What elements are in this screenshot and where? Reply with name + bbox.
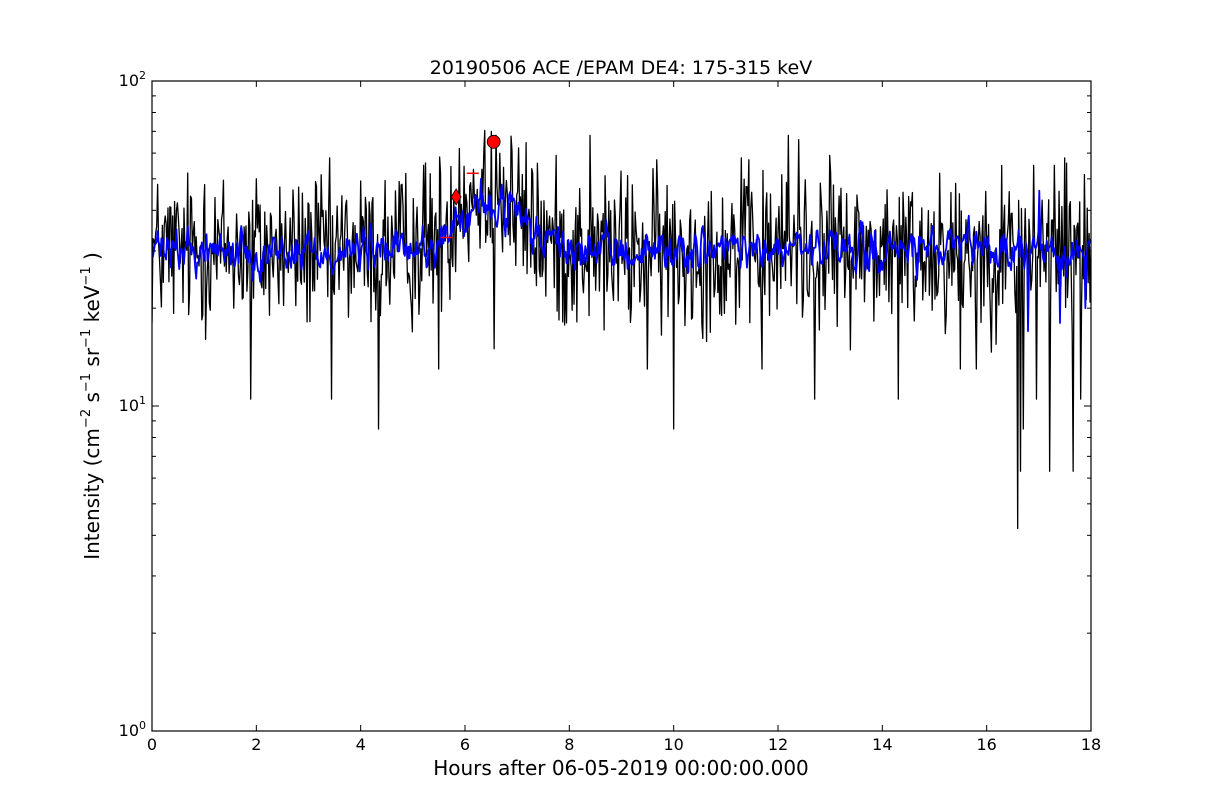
x-tick-label: 10 [663, 735, 683, 754]
y-tick-label: 100 [119, 719, 146, 740]
x-tick-label: 2 [251, 735, 261, 754]
y-tick-label: 101 [119, 394, 146, 415]
x-tick-label: 14 [872, 735, 892, 754]
y-tick-label: 102 [119, 69, 146, 90]
series-layer [152, 129, 1091, 530]
peak-circle-marker [486, 134, 501, 149]
onset-diamond-marker [450, 188, 462, 206]
x-tick-label: 16 [976, 735, 996, 754]
x-tick-label: 18 [1081, 735, 1101, 754]
x-axis-ticks: 0 2 4 6 8 10 12 14 16 18 [147, 81, 1101, 754]
y-axis-label: Intensity (cm−2 s−1 sr−1 keV−1 ) [79, 252, 104, 560]
y-axis-ticks: 100 101 102 [119, 69, 1091, 740]
plot-area [151, 80, 1092, 732]
marker-layer [440, 134, 501, 239]
chart-title: 20190506 ACE /EPAM DE4: 175-315 keV [430, 57, 812, 79]
x-tick-label: 6 [460, 735, 470, 754]
x-tick-label: 8 [564, 735, 574, 754]
x-tick-label: 0 [147, 735, 157, 754]
x-axis-label: Hours after 06-05-2019 00:00:00.000 [433, 756, 809, 780]
series-line-raw [152, 129, 1091, 530]
x-tick-label: 4 [356, 735, 366, 754]
x-tick-label: 12 [768, 735, 788, 754]
series-line-smoothed [152, 177, 1091, 332]
